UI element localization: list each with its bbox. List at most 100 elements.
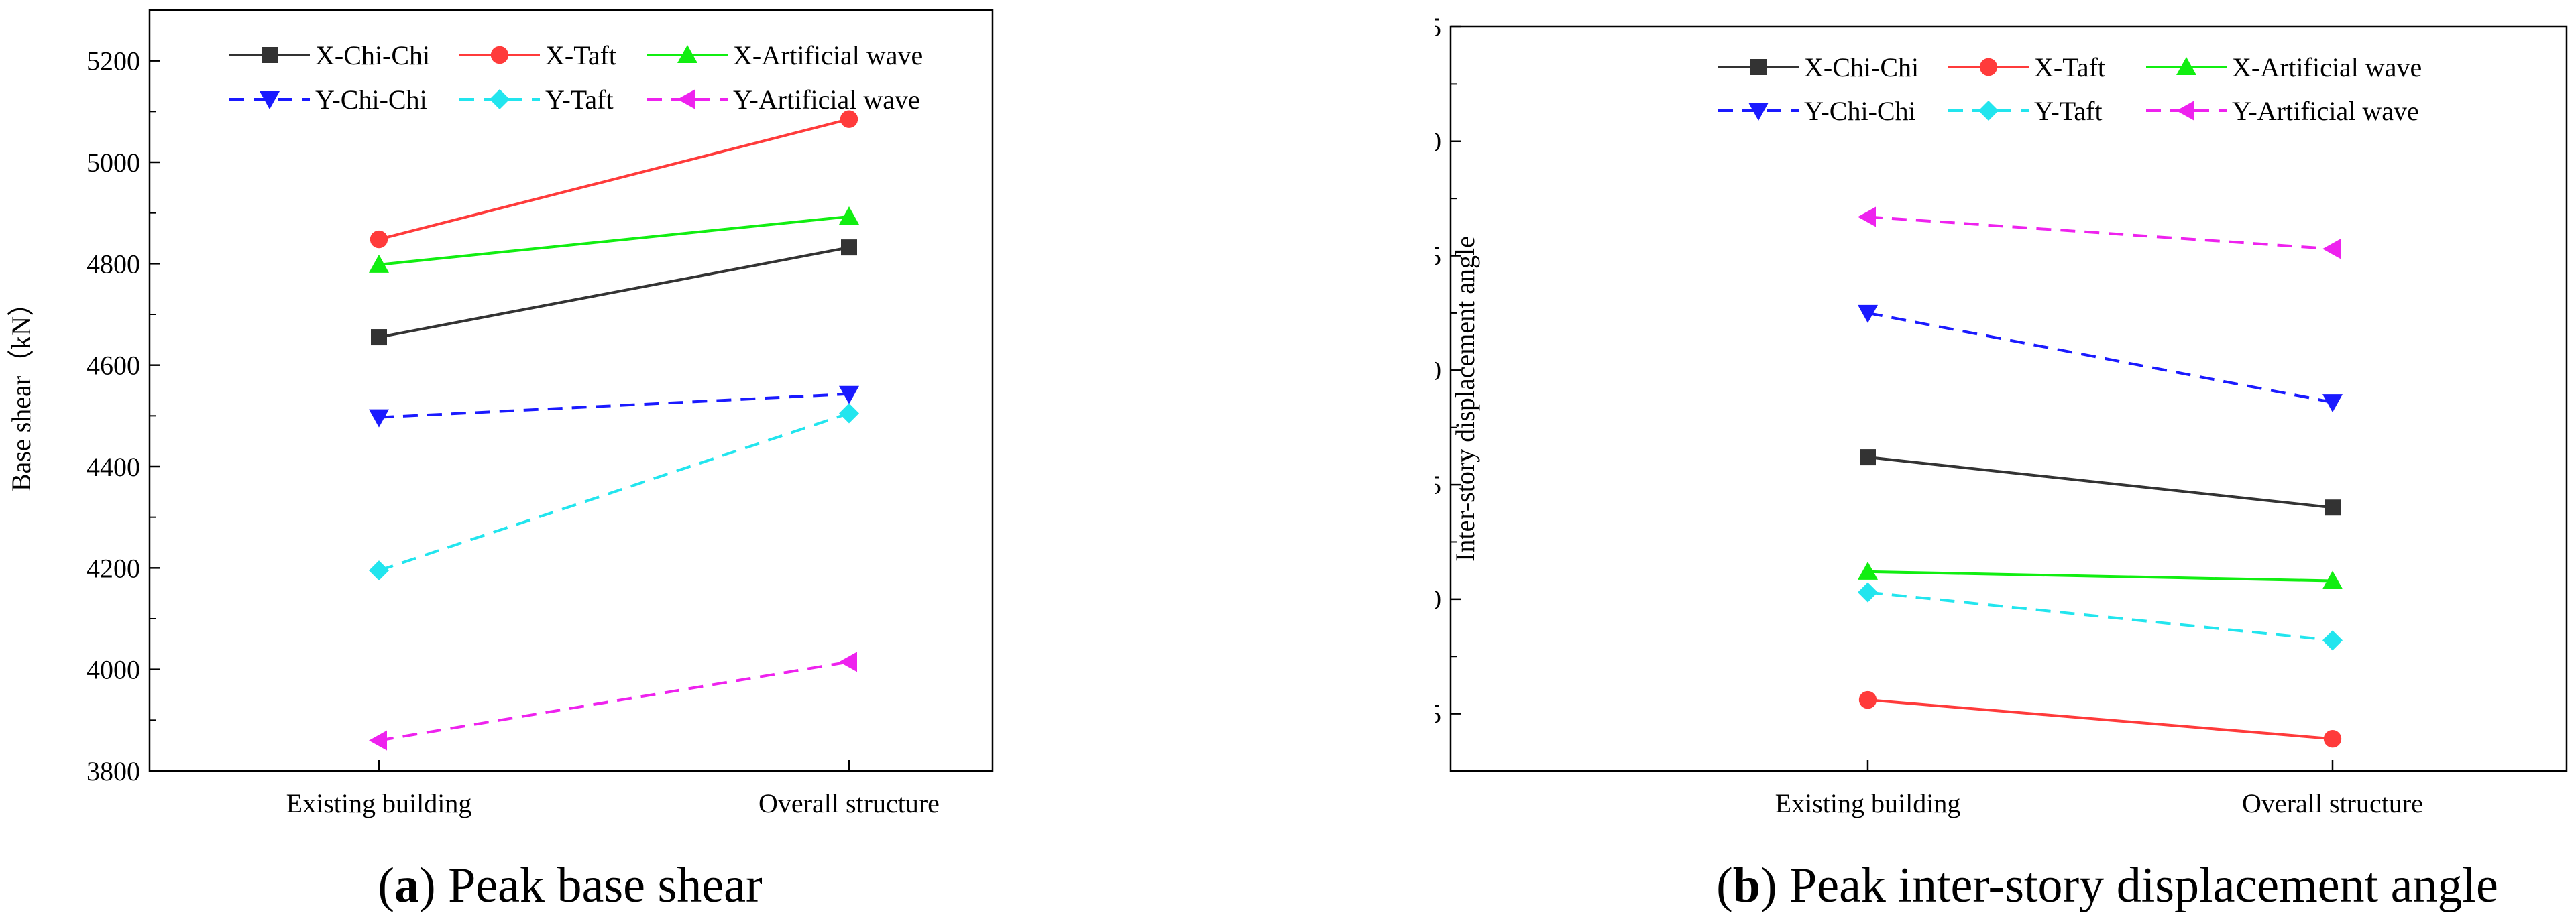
series-y-taft: [1858, 582, 2343, 651]
legend-label: Y-Artificial wave: [2232, 96, 2419, 126]
legend: X-Chi-Chi X-Taft X-Artificial wave Y-Chi-Ch…: [1718, 52, 2422, 126]
data-point: [839, 385, 859, 404]
y-tick-label: 0.00035: [1435, 470, 1441, 500]
legend-marker: [2176, 57, 2196, 75]
x-tick-label: Overall structure: [759, 788, 940, 818]
series-y-chi-chi: [369, 385, 859, 428]
legend: X-Chi-Chi X-Taft X-Artificial wave Y-Chi-Ch…: [229, 40, 923, 115]
data-point: [369, 409, 389, 428]
data-point: [1858, 582, 1878, 603]
series-line: [1867, 311, 2333, 404]
legend-label: Y-Taft: [2034, 96, 2103, 126]
series-x-artificial-wave: [1858, 561, 2343, 589]
caption: (a) Peak base shear: [378, 858, 762, 913]
legend-marker: [1978, 101, 1999, 121]
chart-a: 3800 4000 4200 4400 4600 4800 5000 5200 Existing…: [6, 9, 994, 913]
legend-marker: [677, 89, 695, 109]
y-tick-label: 4600: [87, 351, 140, 381]
data-point: [839, 652, 857, 672]
data-point: [1858, 561, 1878, 580]
series-x-chi-chi: [1860, 449, 2341, 516]
y-tick-label: 0.00055: [1435, 12, 1441, 42]
y-tick-label: 0.00040: [1435, 355, 1441, 385]
data-point: [840, 110, 858, 128]
caption-open: (: [1716, 858, 1733, 913]
y-tick-label: 4400: [87, 452, 140, 482]
data-point: [371, 329, 387, 346]
legend-marker: [677, 45, 697, 63]
legend-marker: [262, 47, 278, 63]
data-point: [2322, 239, 2341, 259]
x-tick-label: Existing building: [286, 788, 472, 818]
series-line: [1867, 570, 2333, 583]
series-line: [1867, 215, 2333, 251]
legend-label: X-Chi-Chi: [315, 40, 430, 70]
legend-label: Y-Artificial wave: [733, 84, 920, 115]
series-line: [1867, 591, 2333, 642]
legend-marker: [1748, 103, 1769, 121]
legend-label: X-Chi-Chi: [1804, 52, 1919, 82]
series-line: [378, 392, 850, 419]
legend-marker: [1979, 58, 1998, 76]
series-line: [378, 215, 850, 266]
data-point: [2323, 729, 2342, 748]
series-y-chi-chi: [1858, 304, 2343, 413]
legend-marker: [490, 46, 509, 64]
y-tick-label: 4200: [87, 553, 140, 583]
legend-marker: [490, 89, 510, 109]
legend-label: X-Artificial wave: [733, 40, 923, 70]
series-y-taft: [369, 403, 859, 581]
y-tick-label: 0.00050: [1435, 127, 1441, 157]
x-tick-label: Overall structure: [2242, 788, 2423, 818]
data-point: [2322, 394, 2343, 413]
series-x-taft: [1858, 690, 2342, 748]
data-point: [839, 403, 859, 424]
y-tick-label: 3800: [87, 756, 140, 786]
y-tick-label: 0.00045: [1435, 241, 1441, 271]
series-x-taft: [370, 110, 858, 249]
legend-label: X-Taft: [2034, 52, 2105, 82]
data-point: [1858, 690, 1877, 709]
data-point: [370, 230, 388, 249]
caption-letter: b: [1733, 858, 1760, 913]
data-point: [1858, 206, 1876, 227]
y-tick-label: 4000: [87, 655, 140, 685]
y-tick-label: 4800: [87, 249, 140, 279]
series-y-artificial-wave: [1858, 206, 2341, 259]
y-axis-label: Inter-story displacement angle: [1450, 236, 1480, 562]
y-tick-label: 5000: [87, 147, 140, 178]
caption-letter: a: [394, 858, 419, 913]
legend-marker: [260, 91, 280, 109]
legend-marker: [1750, 59, 1767, 75]
legend-label: Y-Chi-Chi: [315, 84, 427, 115]
series-y-artificial-wave: [369, 652, 857, 751]
data-point: [1858, 304, 1878, 323]
caption-text: ) Peak inter-story displacement angle: [1760, 858, 2498, 913]
series-x-artificial-wave: [369, 206, 859, 273]
series-line: [1867, 456, 2333, 509]
data-point: [2322, 570, 2343, 589]
data-point: [1860, 449, 1876, 466]
caption: (b) Peak inter-story displacement angle: [1716, 858, 2498, 913]
legend-label: X-Taft: [545, 40, 616, 70]
data-point: [2322, 630, 2343, 651]
y-tick-label: 0.00030: [1435, 585, 1441, 615]
legend-label: Y-Taft: [545, 84, 614, 115]
caption-open: (: [378, 858, 394, 913]
data-point: [369, 730, 387, 751]
legend-label: Y-Chi-Chi: [1804, 96, 1916, 126]
data-point: [369, 254, 389, 273]
data-point: [369, 560, 389, 581]
data-point: [839, 206, 859, 225]
y-axis-label: Base shear（kN）: [6, 290, 36, 491]
x-tick-label: Existing building: [1775, 788, 1961, 818]
data-point: [841, 239, 857, 256]
series-line: [378, 246, 850, 339]
y-tick-label: 5200: [87, 46, 140, 76]
data-point: [2325, 499, 2341, 516]
chart-b: 0.00025 0.00030 0.00035 0.00040 0.00045 0.000…: [1435, 12, 2568, 913]
y-tick-label: 0.00025: [1435, 699, 1441, 729]
plot-frame: [148, 9, 994, 772]
series-line: [378, 412, 850, 572]
series-x-chi-chi: [371, 239, 857, 346]
